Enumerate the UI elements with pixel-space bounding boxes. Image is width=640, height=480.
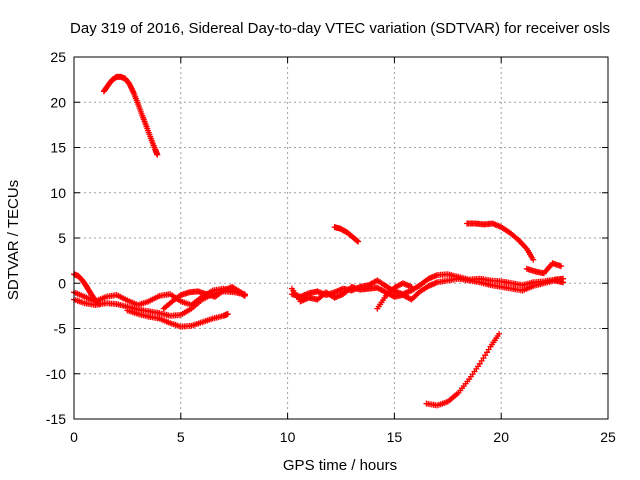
series-arc-10 <box>331 224 362 245</box>
y-tick-label: -10 <box>46 366 66 382</box>
x-tick-label: 10 <box>280 429 296 445</box>
y-tick-label: 5 <box>58 230 66 246</box>
y-tick-label: 20 <box>50 94 66 110</box>
y-tick-label: -15 <box>46 411 66 427</box>
series-arc-6 <box>160 283 248 312</box>
y-tick-label: 0 <box>58 275 66 291</box>
marker-plus <box>523 260 564 277</box>
series-arc-13 <box>423 330 503 409</box>
series-arc-9 <box>374 280 415 312</box>
marker-plus <box>331 224 362 245</box>
series-arc-11 <box>464 220 537 263</box>
series-arc-5 <box>124 307 231 330</box>
series-arc-1 <box>100 73 161 158</box>
marker-plus <box>464 220 537 263</box>
chart-title: Day 319 of 2016, Sidereal Day-to-day VTE… <box>70 20 610 37</box>
x-tick-label: 25 <box>600 429 616 445</box>
x-tick-label: 0 <box>70 429 78 445</box>
y-axis-label: SDTVAR / TECUs <box>5 180 22 300</box>
x-tick-label: 20 <box>493 429 509 445</box>
series-arc-8 <box>288 275 567 305</box>
marker-plus <box>160 283 248 312</box>
marker-plus <box>423 330 503 409</box>
y-tick-label: 25 <box>50 49 66 65</box>
y-tick-label: 10 <box>50 185 66 201</box>
data-points <box>71 73 567 409</box>
tick-labels: 0 5 10 15 20 25 -15 -10 -5 0 5 10 15 20 25 <box>46 49 616 445</box>
marker-plus <box>124 307 231 330</box>
grid-lines <box>74 57 608 419</box>
marker-plus <box>288 275 567 305</box>
series-arc-12 <box>523 260 564 277</box>
marker-plus <box>374 280 415 312</box>
x-tick-label: 5 <box>177 429 185 445</box>
axis-ticks <box>73 56 609 420</box>
y-tick-label: 15 <box>50 140 66 156</box>
y-tick-label: -5 <box>54 321 67 337</box>
x-axis-label: GPS time / hours <box>283 457 397 474</box>
x-tick-label: 15 <box>387 429 403 445</box>
marker-plus <box>100 73 161 158</box>
